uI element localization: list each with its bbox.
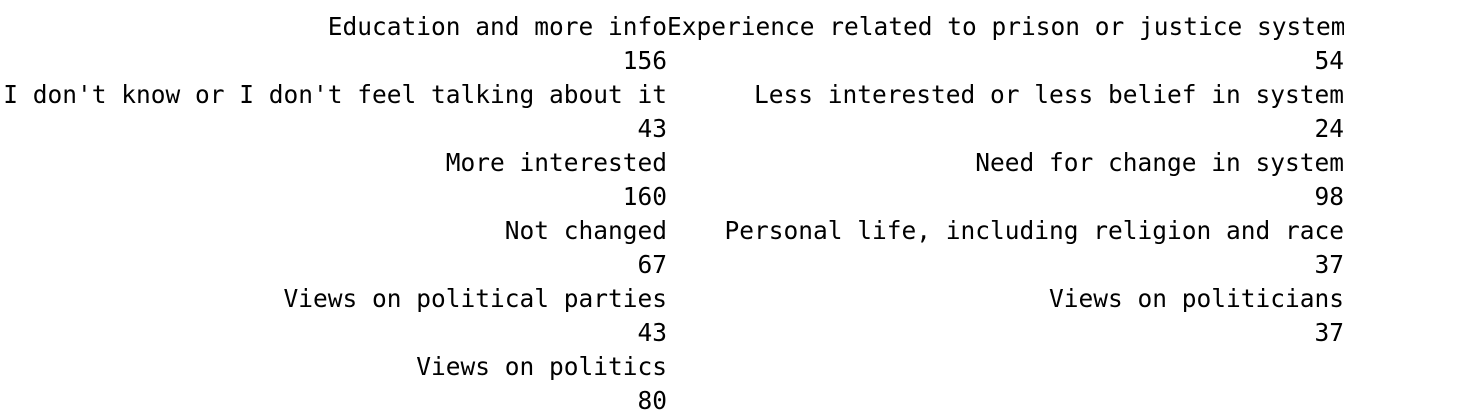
count-value: 24 bbox=[1314, 114, 1344, 143]
empty-cell bbox=[667, 384, 1344, 418]
count-value: 43 bbox=[637, 318, 667, 347]
category-label: Experience related to prison or justice … bbox=[667, 12, 1344, 41]
category-label: Views on political parties bbox=[283, 284, 667, 313]
category-label: Less interested or less belief in system bbox=[753, 80, 1344, 109]
output-table: Education and more info Experience relat… bbox=[0, 10, 1344, 418]
count-value: 43 bbox=[637, 114, 667, 143]
category-label: I don't know or I don't feel talking abo… bbox=[3, 80, 667, 109]
category-label: Not changed bbox=[504, 216, 667, 245]
count-value: 80 bbox=[637, 386, 667, 415]
category-label: Views on politics bbox=[416, 352, 667, 381]
count-value: 37 bbox=[1314, 250, 1344, 279]
category-label: Need for change in system bbox=[975, 148, 1344, 177]
count-value: 156 bbox=[622, 46, 667, 75]
count-value: 54 bbox=[1314, 46, 1344, 75]
count-value: 98 bbox=[1314, 182, 1344, 211]
count-value: 67 bbox=[637, 250, 667, 279]
count-value: 160 bbox=[622, 182, 667, 211]
category-label: More interested bbox=[445, 148, 667, 177]
empty-cell bbox=[667, 350, 1344, 384]
category-label: Education and more info bbox=[327, 12, 667, 41]
category-label: Personal life, including religion and ra… bbox=[724, 216, 1344, 245]
count-value: 37 bbox=[1314, 318, 1344, 347]
category-label: Views on politicians bbox=[1048, 284, 1344, 313]
